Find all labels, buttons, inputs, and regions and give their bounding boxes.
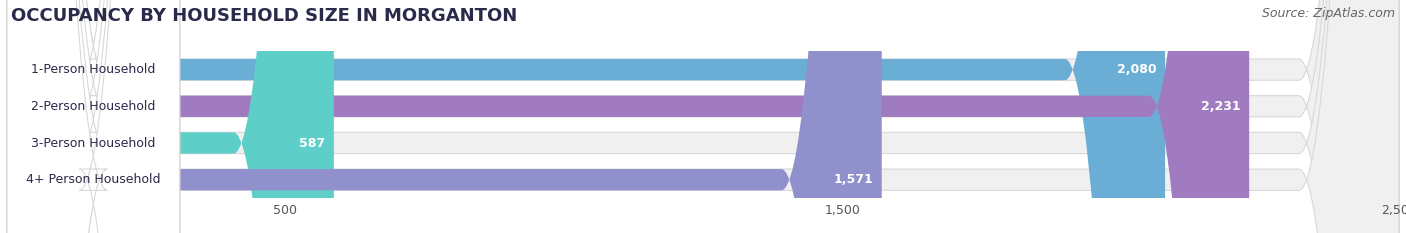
Text: 587: 587 <box>299 137 326 150</box>
FancyBboxPatch shape <box>7 0 180 233</box>
Text: 2-Person Household: 2-Person Household <box>31 100 156 113</box>
Text: Source: ZipAtlas.com: Source: ZipAtlas.com <box>1261 7 1395 20</box>
FancyBboxPatch shape <box>7 0 180 233</box>
FancyBboxPatch shape <box>7 0 180 233</box>
Text: 1-Person Household: 1-Person Household <box>31 63 156 76</box>
FancyBboxPatch shape <box>7 0 180 233</box>
Text: 2,231: 2,231 <box>1201 100 1241 113</box>
FancyBboxPatch shape <box>7 0 1166 233</box>
Text: 2,080: 2,080 <box>1118 63 1157 76</box>
Text: OCCUPANCY BY HOUSEHOLD SIZE IN MORGANTON: OCCUPANCY BY HOUSEHOLD SIZE IN MORGANTON <box>11 7 517 25</box>
Text: 1,571: 1,571 <box>834 173 873 186</box>
FancyBboxPatch shape <box>7 0 1249 233</box>
Text: 3-Person Household: 3-Person Household <box>31 137 156 150</box>
FancyBboxPatch shape <box>7 0 1399 233</box>
FancyBboxPatch shape <box>7 0 1399 233</box>
FancyBboxPatch shape <box>7 0 1399 233</box>
FancyBboxPatch shape <box>7 0 1399 233</box>
Text: 4+ Person Household: 4+ Person Household <box>27 173 160 186</box>
FancyBboxPatch shape <box>7 0 333 233</box>
FancyBboxPatch shape <box>7 0 882 233</box>
